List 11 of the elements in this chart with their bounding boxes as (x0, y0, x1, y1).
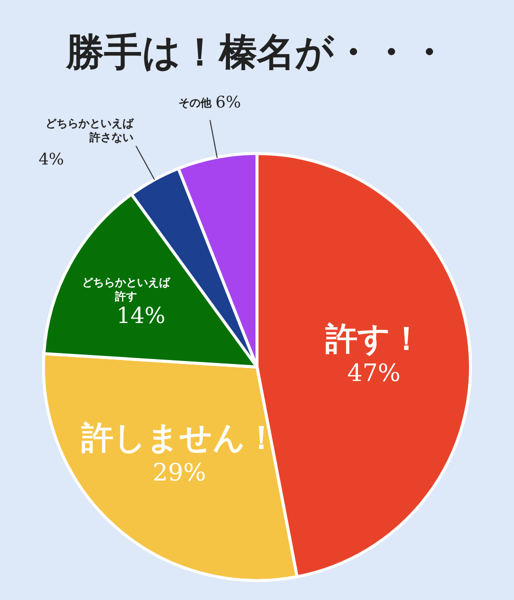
chart-title: 勝手は！榛名が・・・ (64, 29, 449, 76)
data-label: 29% (152, 458, 206, 486)
slice-label: どちらかといえば許さない (46, 117, 135, 144)
slice-label: 許す！ (324, 319, 422, 358)
slice-label: どちらかといえば許す (82, 276, 172, 304)
slice-label: その他 (178, 96, 213, 110)
slice-label: 許しません！ (80, 418, 278, 456)
data-label: 47% (347, 359, 401, 388)
data-label: 4% (38, 149, 64, 168)
data-label: 14% (116, 304, 166, 329)
data-label: 6% (216, 92, 241, 112)
